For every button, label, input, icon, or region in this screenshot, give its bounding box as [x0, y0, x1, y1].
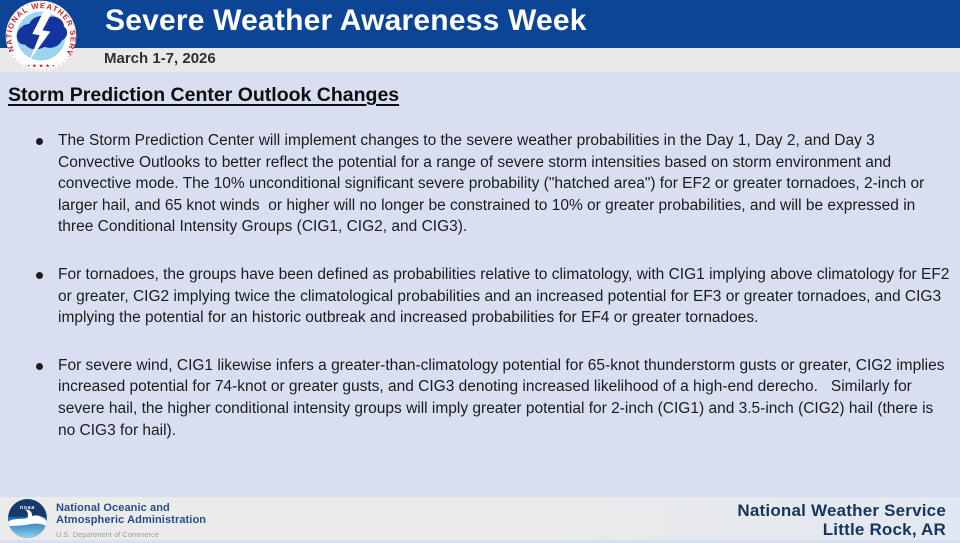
noaa-agency-text: National Oceanic and Atmospheric Adminis… — [56, 502, 206, 541]
bullet-text: For severe wind, CIG1 likewise infers a … — [58, 356, 949, 439]
bullet-marker — [36, 362, 43, 370]
bullet-list: The Storm Prediction Center will impleme… — [0, 130, 960, 467]
section-heading: Storm Prediction Center Outlook Changes — [8, 84, 400, 106]
content-area — [0, 72, 960, 497]
subheader-bar — [0, 48, 960, 72]
noaa-name-line1: National Oceanic and — [56, 502, 170, 514]
bullet-text: For tornadoes, the groups have been defi… — [58, 265, 954, 327]
header-bar — [0, 0, 960, 48]
noaa-name-line2: Atmospheric Administration — [56, 514, 207, 526]
noaa-logo-icon: noaa — [8, 499, 47, 538]
office-name: National Weather Service — [737, 501, 946, 520]
office-location: Little Rock, AR — [822, 520, 946, 539]
bullet-marker — [36, 271, 43, 279]
bullet-item: The Storm Prediction Center will impleme… — [0, 130, 960, 238]
noaa-logo-label: noaa — [20, 505, 35, 511]
bullet-item: For severe wind, CIG1 likewise infers a … — [0, 355, 960, 441]
nws-logo-icon: NATIONAL WEATHER SERVICE • ★ ★ ★ • — [2, 0, 77, 72]
office-text: National Weather Service Little Rock, AR — [737, 501, 946, 539]
bullet-item: For tornadoes, the groups have been defi… — [0, 264, 960, 329]
bullet-marker — [36, 138, 43, 145]
slide-title: Severe Weather Awareness Week — [105, 4, 587, 37]
bullet-text: The Storm Prediction Center will impleme… — [58, 132, 929, 236]
noaa-dept-line: U.S. Department of Commerce — [56, 530, 159, 539]
nws-stars: • ★ ★ ★ • — [27, 64, 55, 70]
date-range: March 1-7, 2026 — [104, 50, 216, 67]
footer-bar — [0, 497, 960, 540]
